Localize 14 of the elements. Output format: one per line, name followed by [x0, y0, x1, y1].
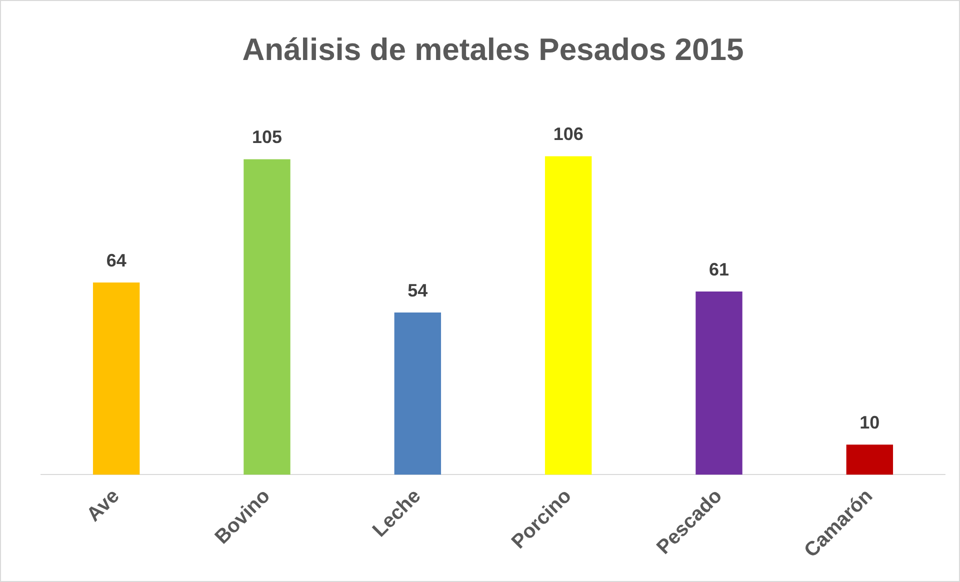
bar [846, 444, 894, 475]
data-label: 54 [408, 280, 428, 300]
data-label: 105 [252, 127, 282, 148]
data-label: 64 [106, 250, 126, 270]
bar [92, 282, 140, 475]
bar [696, 291, 742, 475]
data-label: 106 [553, 124, 584, 144]
bar [544, 156, 592, 475]
data-label: 61 [708, 259, 730, 280]
bar [394, 312, 442, 475]
chart-title: Análisis de metales Pesados 2015 [242, 32, 744, 68]
data-label: 10 [860, 412, 880, 433]
x-tick-label: Ave [82, 485, 124, 526]
bar [244, 159, 290, 475]
